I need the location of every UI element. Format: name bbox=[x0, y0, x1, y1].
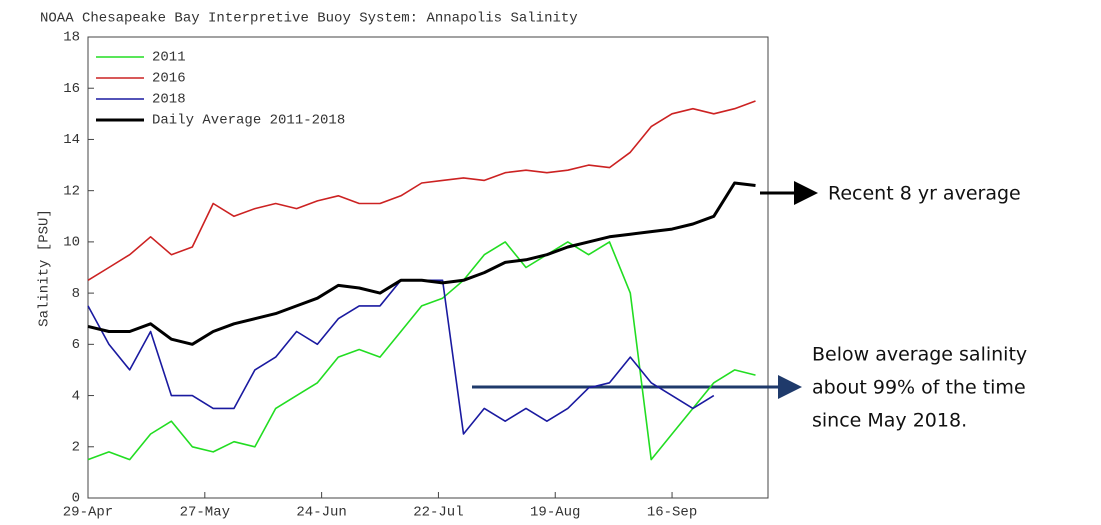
y-tick-label: 8 bbox=[72, 286, 80, 302]
annotation-line: since May 2018. bbox=[812, 410, 967, 432]
y-tick-label: 18 bbox=[63, 30, 80, 46]
legend-label: 2018 bbox=[152, 92, 186, 108]
series-line bbox=[87, 100, 756, 281]
x-tick-label: 22-Jul bbox=[413, 505, 463, 521]
legend-label: Daily Average 2011-2018 bbox=[152, 113, 345, 129]
annotation: Recent 8 yr average bbox=[828, 183, 1021, 205]
legend-label: 2011 bbox=[152, 50, 186, 66]
annotation-line: about 99% of the time bbox=[812, 377, 1026, 399]
y-tick-label: 16 bbox=[63, 81, 80, 97]
series-line bbox=[87, 181, 756, 346]
y-tick-label: 10 bbox=[63, 235, 80, 251]
annotation-line: Below average salinity bbox=[812, 344, 1027, 366]
y-tick-label: 0 bbox=[72, 491, 80, 507]
y-tick-label: 12 bbox=[63, 183, 80, 199]
x-tick-label: 16-Sep bbox=[647, 505, 697, 521]
plot-frame bbox=[87, 36, 769, 499]
series-line bbox=[87, 241, 756, 461]
x-tick-label: 24-Jun bbox=[296, 505, 346, 521]
legend-label: 2016 bbox=[152, 71, 186, 87]
x-tick-label: 27-May bbox=[180, 505, 230, 521]
x-tick-label: 19-Aug bbox=[530, 505, 580, 521]
y-tick-label: 2 bbox=[72, 439, 80, 455]
y-tick-label: 14 bbox=[63, 132, 80, 148]
y-tick-label: 6 bbox=[72, 337, 80, 353]
x-tick-label: 29-Apr bbox=[63, 505, 113, 521]
y-tick-label: 4 bbox=[72, 388, 80, 404]
y-axis-label: Salinity [PSU] bbox=[37, 209, 53, 327]
annotation: Below average salinity about 99% of the t… bbox=[812, 344, 1027, 432]
series-line bbox=[87, 279, 715, 435]
chart-title: NOAA Chesapeake Bay Interpretive Buoy Sy… bbox=[40, 11, 578, 27]
